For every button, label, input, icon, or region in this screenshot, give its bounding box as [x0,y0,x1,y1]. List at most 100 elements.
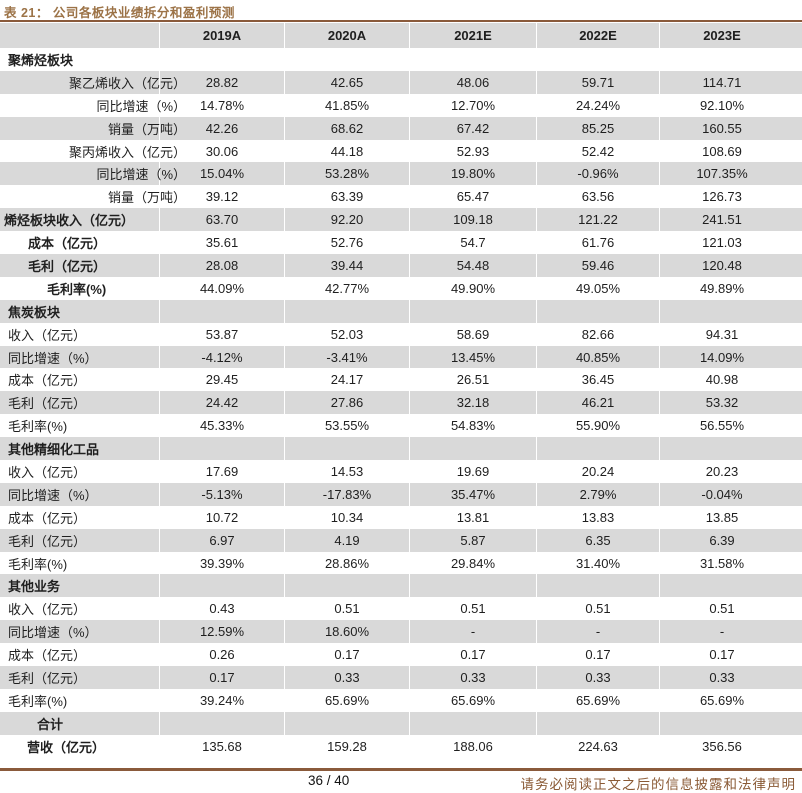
table-row: 成本（亿元） 10.72 10.34 13.81 13.83 13.85 [0,505,802,529]
row-label: 销量（万吨） [0,116,186,140]
value-cell: 160.55 [660,116,802,140]
value-cell: 28.08 [160,254,285,277]
value-cell [410,574,537,598]
table-row: 收入（亿元） 53.87 52.03 58.69 82.66 94.31 [0,322,802,346]
header-cell-year: 2022E [537,23,660,48]
value-cell: 45.33% [160,414,285,438]
value-cell: 19.80% [410,162,537,186]
table-body: 聚烯烃板块 聚乙烯收入（亿元） 28.82 42.65 48.06 59.71 114.71… [0,48,802,758]
value-cell [285,711,410,735]
value-cell: 5.87 [410,528,537,552]
value-cell: -17.83% [285,482,410,506]
value-cell: 58.69 [410,322,537,346]
value-cell: 40.98 [705,372,739,388]
value-cell: 29.84% [410,551,537,575]
table-row: 成本（亿元） 0.26 0.17 0.17 0.17 0.17 [0,643,802,667]
row-label: 毛利率(%) [0,551,160,575]
table-row: 营收（亿元） 135.68 159.28 188.06 224.63 356.56 [0,734,802,758]
table-row: 烯烃板块收入（亿元） 63.70 92.20 109.18 121.22 241.51 [0,208,802,232]
value-cell: 52.76 [285,231,410,255]
value-cell: 31.40% [537,551,660,575]
table-row: 毛利（亿元） 28.08 39.44 54.48 59.46 120.48 [0,254,802,277]
value-cell: 0.26 [160,643,285,667]
row-label: 聚丙烯收入（亿元） [0,139,186,163]
row-label: 同比增速（%） [0,345,160,369]
row-label: 销量（万吨） [0,185,186,209]
row-label: 毛利（亿元） [0,391,160,415]
row-label: 同比增速（%） [0,93,186,117]
table-row: 毛利率(%) 39.24% 65.69% 65.69% 65.69% 65.69% [0,688,802,712]
row-label: 同比增速（%） [0,482,160,506]
value-cell: 94.31 [705,326,739,342]
table-row: 其他业务 [0,574,802,598]
value-cell: 13.81 [410,505,537,529]
value-cell: 59.46 [537,254,660,277]
row-label: 成本（亿元） [0,368,160,392]
row-label: 毛利率(%) [0,688,160,712]
value-cell: 10.72 [160,505,285,529]
value-cell: 13.85 [705,509,739,525]
header-row: 2019A 2020A 2021E 2022E 2023E [0,23,802,48]
value-cell [537,299,660,323]
row-label: 聚乙烯收入（亿元） [0,70,186,94]
value-cell: 135.68 [160,734,285,758]
value-cell: 224.63 [537,734,660,758]
footer-disclaimer: 请务必阅读正文之后的信息披露和法律声明 [520,777,796,792]
table-row: 毛利率(%) 44.09% 42.77% 49.90% 49.05% 49.89% [0,276,802,300]
row-label: 收入（亿元） [0,460,160,483]
value-cell: -4.12% [160,345,285,369]
value-cell: 49.89% [699,280,745,296]
row-label: 毛利率(%) [0,276,160,300]
value-cell: 44.18 [285,139,410,163]
row-label: 焦炭板块 [0,299,160,323]
row-label-text: 销量（万吨） [107,121,186,137]
row-label: 烯烃板块收入（亿元） [0,208,160,232]
value-cell [537,48,660,71]
value-cell: 49.05% [537,276,660,300]
value-cell [410,437,537,461]
value-cell: - [410,620,537,644]
value-cell [160,437,285,461]
value-cell: 39.39% [160,551,285,575]
value-cell: 107.35% [660,162,802,186]
value-cell [160,48,285,71]
row-label: 成本（亿元） [0,505,160,529]
table-row: 同比增速（%） -4.12% -3.41% 13.45% 40.85% 14.09% [0,345,802,369]
value-cell: -3.41% [285,345,410,369]
value-cell: 2.79% [537,482,660,506]
table-row: 成本（亿元） 29.45 24.17 26.51 36.45 40.98 [0,368,802,392]
value-cell: 36.45 [537,368,660,392]
value-cell: 20.23 [705,463,739,479]
table-row: 同比增速（%） 15.04% 53.28% 19.80% -0.96% 107.35% [0,162,802,186]
value-cell: 13.83 [537,505,660,529]
value-cell: 40.85% [537,345,660,369]
row-label-text: 同比增速（%） [96,98,186,114]
row-label: 毛利（亿元） [0,528,160,552]
value-cell: 52.42 [537,139,660,163]
value-cell: 85.25 [537,116,660,140]
table-row: 合计 [0,711,802,735]
value-cell: 61.76 [537,231,660,255]
value-cell [660,299,802,323]
table-row: 焦炭板块 [0,299,802,323]
value-cell: 0.33 [285,666,410,689]
value-cell: 188.06 [410,734,537,758]
value-cell: 53.55% [285,414,410,438]
value-cell [410,711,537,735]
value-cell: 31.58% [699,555,745,571]
value-cell: 0.17 [285,643,410,667]
table-header: 2019A 2020A 2021E 2022E 2023E [0,23,802,48]
value-cell: 28.82 [160,70,285,94]
value-cell: 12.59% [160,620,285,644]
segment-forecast-table: 2019A 2020A 2021E 2022E 2023E 聚烯烃板块 聚乙烯收入（亿元）… [0,23,802,758]
value-cell: 0.33 [537,666,660,689]
value-cell: 15.04% [160,162,285,186]
value-cell: 54.48 [410,254,537,277]
value-cell [537,437,660,461]
row-label: 毛利（亿元） [0,666,160,689]
header-cell-year: 2023E [660,23,802,48]
value-cell: 46.21 [537,391,660,415]
table-row: 成本（亿元） 35.61 52.76 54.7 61.76 121.03 [0,231,802,255]
value-cell [285,48,410,71]
value-cell [160,574,285,598]
